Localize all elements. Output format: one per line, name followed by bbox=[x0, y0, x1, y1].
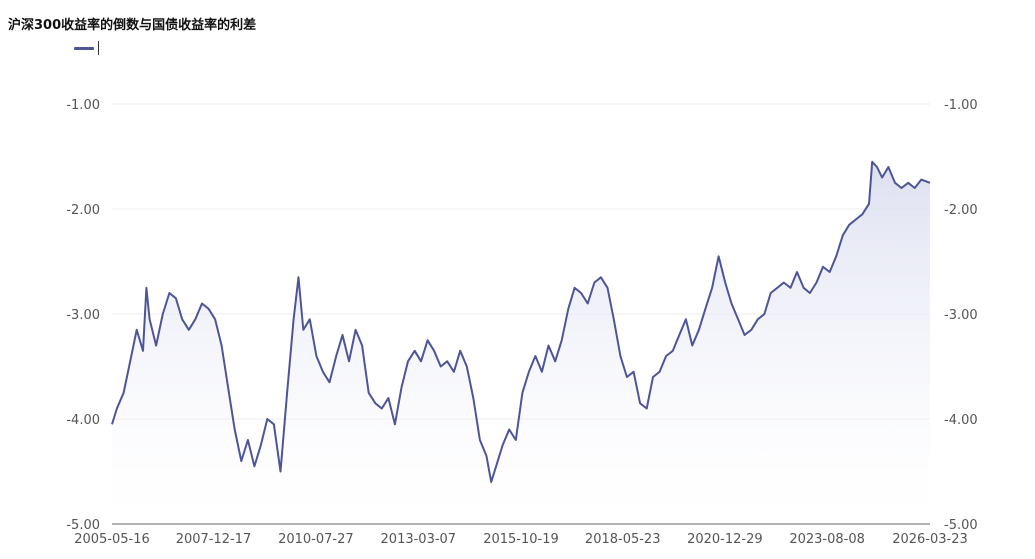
x-tick-label: 2018-05-23 bbox=[585, 532, 661, 547]
y-tick-label-right: -3.00 bbox=[944, 308, 978, 323]
y-tick-label-right: -4.00 bbox=[944, 413, 978, 428]
legend[interactable] bbox=[74, 41, 99, 55]
y-tick-label-right: -1.00 bbox=[944, 98, 978, 113]
x-tick-label: 2005-05-16 bbox=[74, 532, 150, 547]
y-tick-label-left: -4.00 bbox=[66, 413, 100, 428]
x-tick-label: 2007-12-17 bbox=[176, 532, 252, 547]
x-tick-label: 2020-12-29 bbox=[687, 532, 763, 547]
x-tick-label: 2026-03-23 bbox=[892, 532, 968, 547]
legend-swatch[interactable] bbox=[74, 46, 94, 50]
tick-labels: -1.00 -1.00 -2.00 -2.00 -3.00 -3.00 -4.00 -4.00… bbox=[66, 98, 977, 547]
legend-label bbox=[98, 41, 99, 55]
y-tick-label-left: -2.00 bbox=[66, 203, 100, 218]
y-tick-label-left: -3.00 bbox=[66, 308, 100, 323]
x-tick-label: 2023-08-08 bbox=[789, 532, 865, 547]
y-tick-label-right: -2.00 bbox=[944, 203, 978, 218]
x-tick-label: 2010-07-27 bbox=[278, 532, 354, 547]
x-tick-label: 2013-03-07 bbox=[381, 532, 457, 547]
series-line[interactable] bbox=[111, 160, 931, 483]
y-tick-label-left: -1.00 bbox=[66, 98, 100, 113]
chart-title: 沪深300收益率的倒数与国债收益率的利差 bbox=[8, 18, 257, 33]
series-area-fill bbox=[112, 161, 930, 525]
y-tick-label-left: -5.00 bbox=[66, 518, 100, 533]
x-tick-label: 2015-10-19 bbox=[483, 532, 559, 547]
series-area-group bbox=[111, 160, 931, 525]
y-tick-label-right: -5.00 bbox=[944, 518, 978, 533]
